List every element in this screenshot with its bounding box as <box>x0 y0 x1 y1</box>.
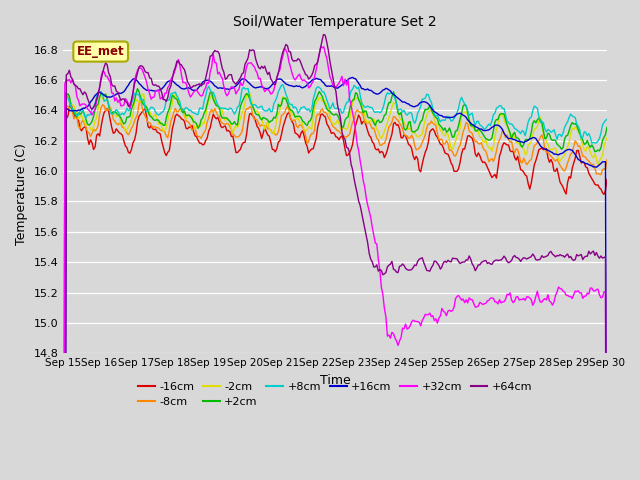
+64cm <box>320 31 328 36</box>
+16cm <box>126 80 134 85</box>
Line: -8cm: -8cm <box>63 99 607 480</box>
-16cm <box>67 100 75 106</box>
+16cm <box>574 156 582 162</box>
-16cm <box>250 114 258 120</box>
+16cm <box>221 86 229 92</box>
+2cm <box>241 93 249 98</box>
+2cm <box>250 107 258 112</box>
+32cm <box>574 288 582 294</box>
+32cm <box>317 43 324 49</box>
+32cm <box>239 80 247 86</box>
+32cm <box>126 106 134 111</box>
Line: +16cm: +16cm <box>63 77 607 480</box>
+8cm <box>279 82 287 87</box>
Line: +32cm: +32cm <box>63 46 607 480</box>
+16cm <box>297 84 305 90</box>
-16cm <box>223 128 230 134</box>
-16cm <box>241 140 249 145</box>
+2cm <box>574 127 582 132</box>
-8cm <box>299 124 307 130</box>
Line: +2cm: +2cm <box>63 89 607 480</box>
+64cm <box>249 47 257 53</box>
-2cm <box>221 118 229 123</box>
Line: -2cm: -2cm <box>63 93 607 480</box>
-8cm <box>603 157 611 163</box>
Text: EE_met: EE_met <box>77 45 125 58</box>
-8cm <box>250 116 258 122</box>
+16cm <box>249 84 257 89</box>
Line: +8cm: +8cm <box>63 84 607 480</box>
-8cm <box>126 129 134 135</box>
+64cm <box>126 102 134 108</box>
-16cm <box>299 128 307 133</box>
-2cm <box>244 90 252 96</box>
-2cm <box>239 106 247 112</box>
+16cm <box>349 74 356 80</box>
-2cm <box>126 121 134 127</box>
-16cm <box>603 177 611 182</box>
+8cm <box>239 84 247 90</box>
-2cm <box>603 135 611 141</box>
+64cm <box>239 70 247 75</box>
+2cm <box>134 86 141 92</box>
+32cm <box>249 62 257 68</box>
Legend: -16cm, -8cm, -2cm, +2cm, +8cm, +16cm, +32cm, +64cm: -16cm, -8cm, -2cm, +2cm, +8cm, +16cm, +3… <box>134 377 537 412</box>
Y-axis label: Temperature (C): Temperature (C) <box>15 143 28 245</box>
+8cm <box>221 105 229 111</box>
-16cm <box>574 147 582 153</box>
Line: -16cm: -16cm <box>63 103 607 480</box>
+2cm <box>299 118 307 124</box>
-8cm <box>223 120 230 126</box>
+16cm <box>239 76 247 82</box>
-2cm <box>299 121 307 127</box>
-16cm <box>127 147 135 153</box>
Title: Soil/Water Temperature Set 2: Soil/Water Temperature Set 2 <box>234 15 437 29</box>
+64cm <box>221 76 229 82</box>
+8cm <box>126 107 134 113</box>
+8cm <box>574 123 582 129</box>
-8cm <box>137 96 145 102</box>
Line: +64cm: +64cm <box>63 34 607 480</box>
+64cm <box>574 253 582 259</box>
+8cm <box>249 103 257 108</box>
+2cm <box>126 113 134 119</box>
-8cm <box>574 144 582 149</box>
+2cm <box>603 124 611 130</box>
+32cm <box>297 76 305 82</box>
+64cm <box>297 60 305 66</box>
-2cm <box>574 130 582 135</box>
+32cm <box>221 90 229 96</box>
+8cm <box>603 116 611 122</box>
X-axis label: Time: Time <box>320 374 351 387</box>
-8cm <box>241 109 249 115</box>
+8cm <box>299 105 307 110</box>
-2cm <box>250 108 258 114</box>
+2cm <box>223 115 230 121</box>
